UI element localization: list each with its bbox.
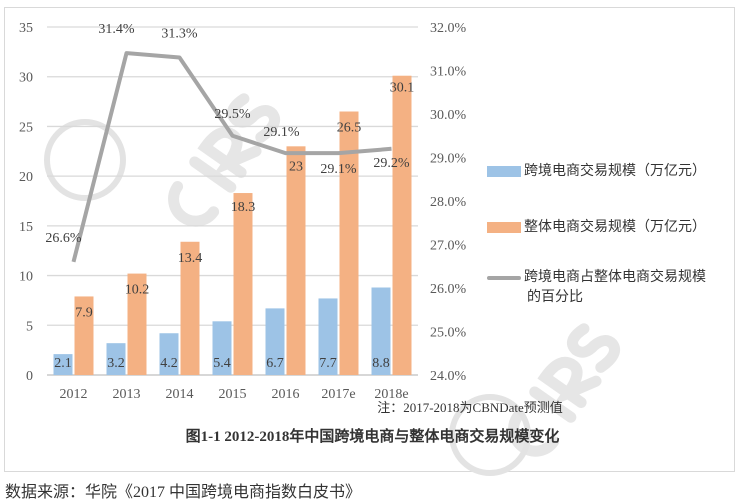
- line-data-label: 26.6%: [45, 231, 82, 246]
- left-axis-tick: 25: [19, 120, 33, 135]
- bar-label-total: 18.3: [231, 200, 256, 215]
- x-axis-tick: 2013: [113, 387, 141, 402]
- x-axis-tick: 2018e: [374, 387, 408, 402]
- watermark-stroke: [189, 156, 237, 193]
- bar-total: [127, 273, 147, 375]
- watermark-stroke: [168, 181, 220, 227]
- left-axis-tick: 10: [19, 270, 33, 285]
- legend-item-total: 整体电商交易规模（万亿元）: [487, 218, 706, 238]
- legend-label: 整体电商交易规模（万亿元）: [524, 220, 706, 235]
- chart-frame: [4, 7, 735, 472]
- legend-swatch-orange: [487, 222, 521, 234]
- bar-cross-border: [212, 321, 232, 375]
- bar-total: [74, 296, 94, 375]
- bar-label-total: 26.5: [337, 121, 362, 136]
- legend-label-cont: 的百分比: [527, 290, 583, 305]
- right-axis-tick: 27.0%: [430, 239, 467, 254]
- left-axis-tick: 0: [26, 369, 33, 384]
- bar-label-total: 10.2: [125, 283, 150, 298]
- legend-label: 跨境电商占整体电商交易规模: [524, 270, 706, 285]
- left-axis-tick: 35: [19, 21, 33, 36]
- legend-swatch-line: [487, 275, 521, 280]
- percent-line: [71, 51, 392, 263]
- right-axis-tick: 32.0%: [430, 21, 467, 36]
- right-axis-tick: 26.0%: [430, 282, 467, 297]
- bar-label-cross-border: 5.4: [213, 356, 231, 371]
- x-axis-tick: 2017e: [321, 387, 355, 402]
- legend-item-percent: 跨境电商占整体电商交易规模 的百分比: [487, 268, 706, 308]
- bar-total: [392, 75, 412, 375]
- bar-total: [286, 146, 306, 375]
- bar-label-cross-border: 4.2: [160, 356, 178, 371]
- bar-label-total: 30.1: [390, 81, 415, 96]
- right-axis-tick: 24.0%: [430, 369, 467, 384]
- bar-label-total: 7.9: [75, 305, 93, 320]
- line-data-label: 31.4%: [98, 22, 135, 37]
- legend-item-cross-border: 跨境电商交易规模（万亿元）: [487, 162, 706, 182]
- bar-cross-border: [159, 333, 179, 375]
- bar-label-cross-border: 7.7: [319, 356, 337, 371]
- bar-total: [339, 111, 359, 375]
- x-axis-tick: 2014: [166, 387, 194, 402]
- left-axis-tick: 15: [19, 220, 33, 235]
- bar-cross-border: [318, 298, 338, 375]
- bar-total: [233, 193, 253, 375]
- line-data-label: 29.2%: [373, 156, 410, 171]
- right-axis-tick: 29.0%: [430, 152, 467, 167]
- left-axis-tick: 30: [19, 71, 33, 86]
- right-axis-tick: 31.0%: [430, 65, 467, 80]
- bar-label-cross-border: 3.2: [107, 356, 125, 371]
- chart-title: 图1-1 2012-2018年中国跨境电商与整体电商交易规模变化: [185, 429, 560, 445]
- bar-cross-border: [371, 287, 391, 375]
- watermark-seal: [44, 119, 126, 201]
- legend-swatch-blue: [487, 166, 521, 178]
- line-data-label: 29.1%: [263, 125, 300, 140]
- bar-label-cross-border: 8.8: [372, 356, 390, 371]
- bar-cross-border: [53, 354, 73, 375]
- watermark-stroke: [227, 93, 281, 143]
- right-axis-tick: 28.0%: [430, 195, 467, 210]
- left-axis-tick: 20: [19, 170, 33, 185]
- x-axis-tick: 2015: [219, 387, 247, 402]
- line-data-label: 31.3%: [161, 26, 198, 41]
- right-axis-tick: 25.0%: [430, 326, 467, 341]
- line-data-label: 29.1%: [320, 162, 357, 177]
- chart-note: 注：2017-2018为CBNDate预测值: [377, 400, 563, 415]
- bar-cross-border: [106, 343, 126, 375]
- watermark-stroke: [529, 386, 577, 423]
- watermark-stroke: [537, 356, 602, 408]
- x-axis-tick: 2016: [272, 387, 300, 402]
- bar-total: [180, 241, 200, 375]
- data-source: 数据来源：华院《2017 中国跨境电商指数白皮书》: [5, 484, 362, 501]
- bar-cross-border: [265, 308, 285, 375]
- line-data-label: 29.5%: [214, 107, 251, 122]
- x-axis-tick: 2012: [60, 387, 88, 402]
- legend-label: 跨境电商交易规模（万亿元）: [524, 164, 706, 179]
- bar-label-cross-border: 6.7: [266, 356, 284, 371]
- bar-label-cross-border: 2.1: [54, 356, 72, 371]
- left-axis-tick: 5: [26, 319, 33, 334]
- watermark-stroke: [567, 323, 621, 373]
- right-axis-tick: 30.0%: [430, 108, 467, 123]
- bar-label-total: 23: [289, 159, 303, 174]
- watermark-seal: [449, 394, 531, 476]
- bar-label-total: 13.4: [178, 251, 203, 266]
